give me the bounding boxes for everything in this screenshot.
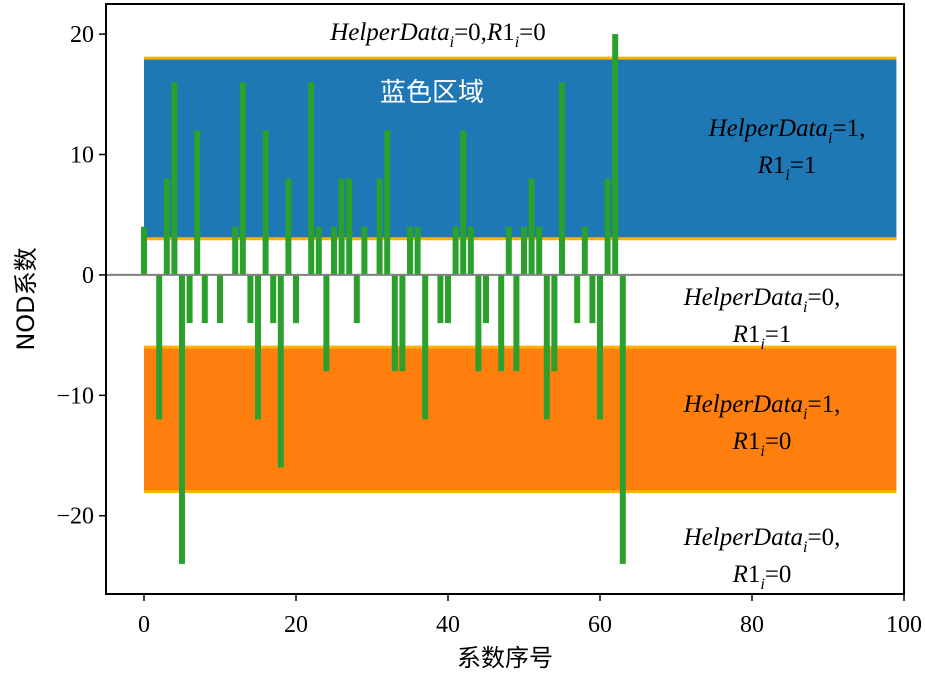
bar-59 <box>589 274 596 324</box>
bar-60 <box>597 274 603 420</box>
region-annotation: HelperDatai=0,R1i=0 <box>329 19 546 51</box>
bar-6 <box>186 274 193 324</box>
blue-region-label: 蓝色区域 <box>380 78 484 108</box>
bar-12 <box>232 226 239 275</box>
x-axis-title: 系数序号 <box>457 644 553 672</box>
bar-53 <box>543 274 550 420</box>
bar-7 <box>194 130 201 275</box>
bar-29 <box>361 226 368 275</box>
bar-58 <box>581 226 588 275</box>
x-tick-label: 0 <box>138 612 150 638</box>
bar-39 <box>437 274 444 324</box>
bar-28 <box>353 274 360 324</box>
bar-2 <box>156 274 163 420</box>
region-annotation: HelperDatai=0, <box>683 524 841 556</box>
bar-25 <box>331 226 337 275</box>
bar-0 <box>141 226 147 275</box>
bar-61 <box>604 178 611 275</box>
y-tick-label: 10 <box>70 143 94 169</box>
bar-50 <box>521 226 527 275</box>
bar-4 <box>171 82 178 275</box>
region-annotations: HelperDatai=0,R1i=0HelperDatai=1,R1i=1He… <box>329 19 865 593</box>
y-tick-label: 20 <box>70 22 94 48</box>
bar-63 <box>619 274 626 564</box>
bar-44 <box>475 274 482 372</box>
bar-13 <box>239 82 246 275</box>
bar-22 <box>308 82 315 275</box>
bar-24 <box>323 274 330 372</box>
bar-15 <box>255 274 261 420</box>
bar-35 <box>407 226 413 275</box>
y-tick-label: 0 <box>82 263 94 289</box>
x-tick-label: 100 <box>886 612 922 638</box>
orange-region <box>144 347 897 492</box>
bar-17 <box>270 274 277 324</box>
bar-27 <box>346 178 353 275</box>
bar-34 <box>399 274 406 372</box>
bar-5 <box>179 274 185 564</box>
x-tick-label: 40 <box>436 612 460 638</box>
region-annotation: R1i=1 <box>757 152 817 184</box>
y-tick-label: −20 <box>56 504 94 530</box>
bar-49 <box>513 274 520 372</box>
region-annotation: HelperDatai=1, <box>683 391 841 423</box>
region-annotation: R1i=0 <box>732 561 792 593</box>
bar-10 <box>217 274 223 324</box>
bar-54 <box>551 274 558 372</box>
region-annotation: HelperDatai=1, <box>708 115 866 147</box>
bar-3 <box>163 178 170 275</box>
bar-16 <box>262 130 269 275</box>
bar-52 <box>536 226 543 275</box>
bar-19 <box>285 178 292 275</box>
bar-51 <box>528 178 535 275</box>
bar-47 <box>498 274 505 372</box>
bar-23 <box>315 226 322 275</box>
bar-32 <box>384 130 391 275</box>
regions-layer <box>144 56 897 494</box>
bar-41 <box>452 226 459 275</box>
bar-45 <box>483 274 489 324</box>
bar-8 <box>201 274 208 324</box>
bar-55 <box>559 82 565 275</box>
bar-33 <box>391 274 398 372</box>
x-tick-label: 20 <box>284 612 308 638</box>
x-tick-label: 60 <box>588 612 612 638</box>
plot-frame <box>105 3 905 595</box>
bar-42 <box>460 130 467 275</box>
region-annotation: HelperDatai=0, <box>683 284 841 316</box>
bar-62 <box>612 34 619 275</box>
bar-18 <box>277 274 284 468</box>
bar-43 <box>467 226 474 275</box>
bar-26 <box>338 178 345 275</box>
y-tick-label: −10 <box>56 383 94 409</box>
bar-57 <box>574 274 581 324</box>
bar-36 <box>414 226 421 275</box>
bar-37 <box>422 274 429 420</box>
bar-20 <box>293 274 299 324</box>
x-tick-label: 80 <box>740 612 764 638</box>
y-axis-title: NOD系数 <box>12 247 40 350</box>
bar-40 <box>445 274 451 324</box>
bar-31 <box>376 178 383 275</box>
blue-region <box>144 58 897 239</box>
bar-14 <box>247 274 254 324</box>
region-annotation: R1i=1 <box>732 321 792 353</box>
region-annotation: R1i=0 <box>732 428 792 460</box>
bar-48 <box>505 226 512 275</box>
bars-layer <box>141 34 626 564</box>
